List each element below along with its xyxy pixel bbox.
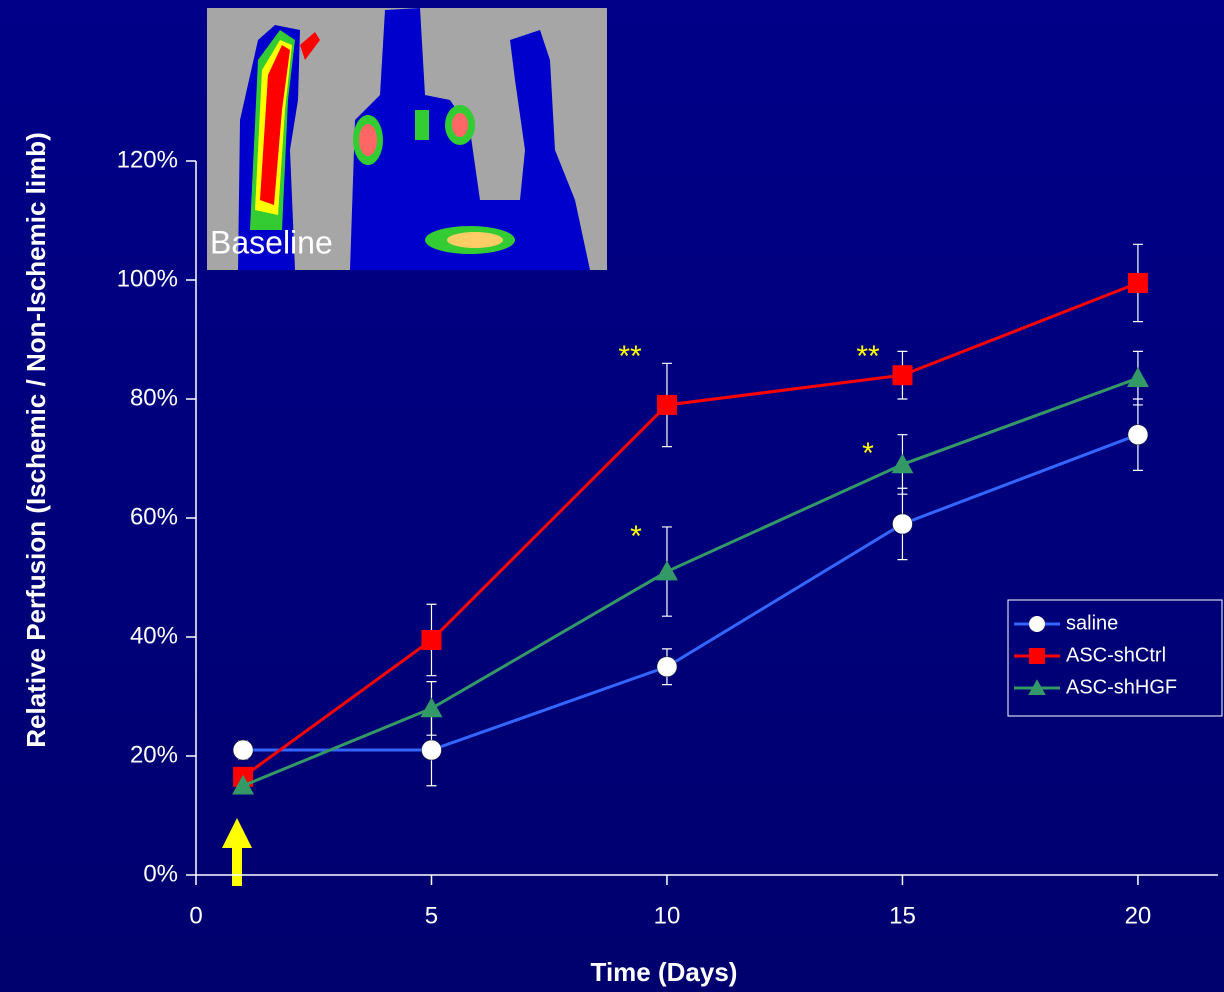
marker xyxy=(657,395,677,415)
background xyxy=(0,0,1224,992)
legend-label: ASC-shHGF xyxy=(1066,676,1177,698)
y-tick-label: 40% xyxy=(130,622,178,649)
chart: Baseline Relative Perfusion (Ischemic / … xyxy=(0,0,1224,992)
legend-label: saline xyxy=(1066,612,1118,634)
marker xyxy=(421,740,441,760)
marker xyxy=(421,630,441,650)
legend-label: ASC-shCtrl xyxy=(1066,644,1166,666)
annotation: ** xyxy=(856,340,880,373)
x-tick-label: 5 xyxy=(425,902,438,929)
annotation: ** xyxy=(618,340,642,373)
x-tick-label: 20 xyxy=(1125,902,1152,929)
inset-image: Baseline xyxy=(207,8,607,270)
x-axis-title: Time (Days) xyxy=(591,957,738,987)
marker xyxy=(1128,273,1148,293)
marker xyxy=(233,740,253,760)
marker xyxy=(1029,616,1045,632)
y-tick-label: 0% xyxy=(143,860,178,887)
y-tick-label: 20% xyxy=(130,741,178,768)
x-tick-label: 10 xyxy=(654,902,681,929)
marker xyxy=(892,514,912,534)
marker xyxy=(657,657,677,677)
inset-label: Baseline xyxy=(210,224,333,260)
marker xyxy=(1128,425,1148,445)
y-axis-title: Relative Perfusion (Ischemic / Non-Ische… xyxy=(21,132,51,748)
y-tick-label: 60% xyxy=(130,503,178,530)
x-tick-label: 0 xyxy=(189,902,202,929)
y-tick-label: 100% xyxy=(117,265,178,292)
annotation: * xyxy=(862,437,874,470)
x-tick-label: 15 xyxy=(889,902,916,929)
y-tick-label: 120% xyxy=(117,146,178,173)
marker xyxy=(1029,648,1045,664)
annotation: * xyxy=(630,520,642,553)
marker xyxy=(892,365,912,385)
y-tick-label: 80% xyxy=(130,384,178,411)
